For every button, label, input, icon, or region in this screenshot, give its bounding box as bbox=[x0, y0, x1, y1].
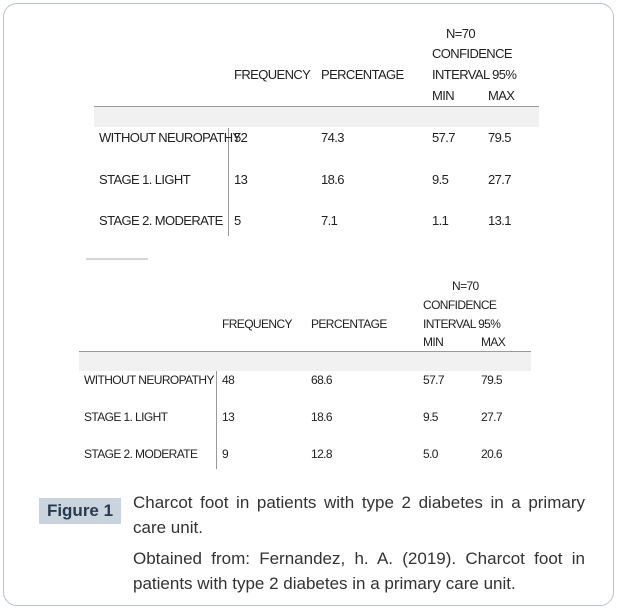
n-label: N=70 bbox=[446, 26, 476, 41]
label-column-rule bbox=[228, 128, 229, 236]
row-label: WITHOUT NEUROPATHY bbox=[84, 373, 214, 387]
figure-badge: Figure 1 bbox=[39, 498, 121, 524]
header-band bbox=[79, 352, 531, 371]
percentage-header: PERCENTAGE bbox=[321, 67, 404, 82]
max-cell: 79.5 bbox=[481, 373, 503, 387]
percentage-cell: 7.1 bbox=[321, 213, 338, 228]
caption-text: Charcot foot in patients with type 2 dia… bbox=[133, 493, 585, 537]
max-cell: 79.5 bbox=[488, 130, 512, 145]
frequency-header: FREQUENCY bbox=[222, 317, 293, 331]
min-cell: 9.5 bbox=[432, 172, 449, 187]
max-cell: 27.7 bbox=[488, 172, 512, 187]
min-cell: 57.7 bbox=[423, 373, 445, 387]
frequency-cell: 13 bbox=[234, 172, 248, 187]
ci-label-line1: CONFIDENCE bbox=[423, 298, 497, 312]
min-header: MIN bbox=[423, 335, 444, 349]
caption-text-block: Charcot foot in patients with type 2 dia… bbox=[133, 490, 585, 596]
table-1: N=70 CONFIDENCE INTERVAL 95% FREQUENCY P… bbox=[0, 0, 621, 260]
percentage-cell: 74.3 bbox=[321, 130, 345, 145]
ci-label-line2: INTERVAL 95% bbox=[423, 317, 501, 331]
ci-label-line2: INTERVAL 95% bbox=[432, 67, 517, 82]
frequency-header: FREQUENCY bbox=[234, 67, 311, 82]
label-column-rule bbox=[216, 371, 217, 469]
frequency-cell: 48 bbox=[222, 373, 235, 387]
frequency-cell: 5 bbox=[234, 213, 241, 228]
frequency-cell: 52 bbox=[234, 130, 248, 145]
percentage-cell: 12.8 bbox=[311, 447, 333, 461]
percentage-header: PERCENTAGE bbox=[311, 317, 387, 331]
frequency-cell: 13 bbox=[222, 410, 235, 424]
header-rule bbox=[79, 351, 531, 352]
max-header: MAX bbox=[481, 335, 506, 349]
percentage-cell: 18.6 bbox=[321, 172, 345, 187]
min-cell: 9.5 bbox=[423, 410, 438, 424]
row-label: STAGE 1. LIGHT bbox=[99, 172, 191, 187]
min-header: MIN bbox=[432, 88, 455, 103]
faint-scan-artifact bbox=[86, 257, 148, 264]
header-band bbox=[94, 107, 539, 127]
frequency-cell: 9 bbox=[222, 447, 229, 461]
row-label: STAGE 1. LIGHT bbox=[84, 410, 168, 424]
percentage-cell: 68.6 bbox=[311, 373, 333, 387]
min-cell: 5.0 bbox=[423, 447, 438, 461]
caption-source: Obtained from: Fernandez, h. A. (2019). … bbox=[133, 549, 585, 593]
max-header: MAX bbox=[488, 88, 515, 103]
max-cell: 20.6 bbox=[481, 447, 503, 461]
max-cell: 13.1 bbox=[488, 213, 512, 228]
min-cell: 57.7 bbox=[432, 130, 456, 145]
figure-frame bbox=[3, 3, 614, 606]
percentage-cell: 18.6 bbox=[311, 410, 333, 424]
row-label: STAGE 2. MODERATE bbox=[99, 213, 223, 228]
row-label: WITHOUT NEUROPATHY bbox=[99, 130, 241, 145]
table-2: N=70 CONFIDENCE INTERVAL 95% FREQUENCY P… bbox=[79, 279, 531, 469]
row-label: STAGE 2. MODERATE bbox=[84, 447, 198, 461]
max-cell: 27.7 bbox=[481, 410, 503, 424]
n-label: N=70 bbox=[452, 279, 479, 293]
ci-label-line1: CONFIDENCE bbox=[432, 46, 513, 61]
min-cell: 1.1 bbox=[432, 213, 449, 228]
header-rule bbox=[94, 106, 539, 107]
